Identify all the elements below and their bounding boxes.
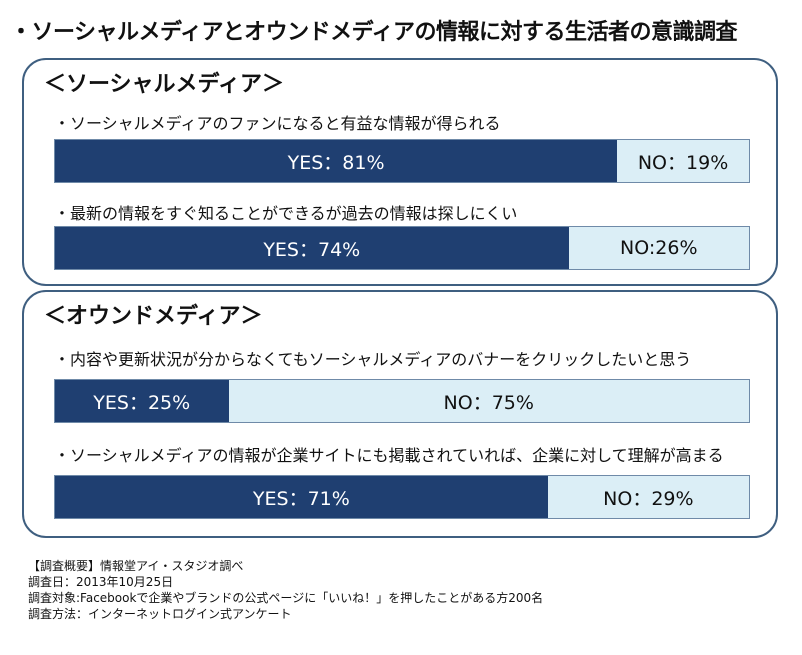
- social-no-label-1: NO：19%: [637, 151, 729, 174]
- owned-no-label-1: NO：75%: [443, 391, 534, 414]
- owned-yes-bar-2: [55, 476, 548, 518]
- social-media-panel: ＜ソーシャルメディア＞ ・ソーシャルメディアのファンになると有益な情報が得られる…: [22, 58, 778, 286]
- owned-yes-label-2: YES：71%: [252, 487, 350, 510]
- social-yes-bar-1: [55, 140, 618, 182]
- social-bar-1: YES：81% NO：19%: [54, 139, 750, 183]
- survey-note-line: 調査日：2013年10月25日: [28, 575, 174, 589]
- survey-note-line: 調査方法：インターネットログイン式アンケート: [28, 607, 292, 621]
- owned-bar-2: YES：71% NO：29%: [54, 475, 750, 519]
- survey-notes: 【調査概要】情報堂アイ・スタジオ調べ 調査日：2013年10月25日 調査対象:…: [28, 558, 543, 622]
- social-no-label-2: NO:26%: [620, 237, 698, 259]
- owned-media-section-title: ＜オウンドメディア＞: [44, 304, 263, 329]
- social-question-2: ・最新の情報をすぐ知ることができるが過去の情報は探しにくい: [54, 204, 518, 223]
- owned-question-1: ・内容や更新状況が分からなくてもソーシャルメディアのバナーをクリックしたいと思う: [54, 350, 692, 369]
- owned-media-panel: ＜オウンドメディア＞ ・内容や更新状況が分からなくてもソーシャルメディアのバナー…: [22, 290, 778, 538]
- owned-bar-1: YES：25% NO：75%: [54, 379, 750, 423]
- owned-yes-label-1: YES：25%: [93, 391, 191, 414]
- survey-note-line: 【調査概要】情報堂アイ・スタジオ調べ: [28, 559, 244, 573]
- social-media-section-title: ＜ソーシャルメディア＞: [44, 72, 285, 97]
- owned-question-2: ・ソーシャルメディアの情報が企業サイトにも掲載されていれば、企業に対して理解が高…: [54, 446, 724, 465]
- social-yes-label-2: YES：74%: [263, 238, 361, 261]
- page-title: ・ソーシャルメディアとオウンドメディアの情報に対する生活者の意識調査: [10, 20, 738, 45]
- social-bar-2: YES：74% NO:26%: [54, 226, 750, 270]
- social-question-1: ・ソーシャルメディアのファンになると有益な情報が得られる: [54, 114, 501, 133]
- social-yes-bar-2: [55, 227, 569, 269]
- owned-no-label-2: NO：29%: [603, 487, 694, 510]
- survey-note-line: 調査対象:Facebookで企業やブランドの公式ページに「いいね！」を押したこと…: [28, 591, 544, 605]
- owned-yes-bar-1: [55, 380, 229, 422]
- social-yes-label-1: YES：81%: [287, 151, 385, 174]
